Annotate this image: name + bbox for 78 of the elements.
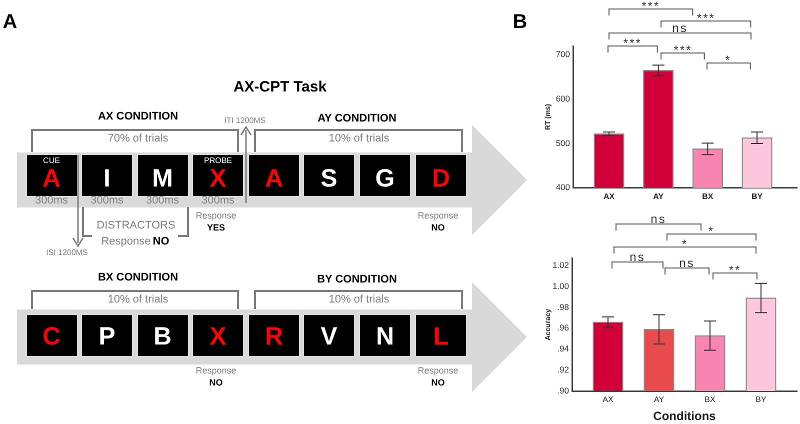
text: D (432, 164, 450, 192)
y-tick-label: 1.02 (552, 260, 570, 270)
y-tick-label: 400 (556, 182, 570, 192)
text: B (512, 10, 528, 32)
y-tick-label: 500 (556, 138, 570, 148)
text: Response (418, 366, 458, 376)
x-tick-label: AY (653, 192, 664, 201)
text: ns (650, 212, 666, 226)
y-tick-label: 600 (556, 94, 570, 104)
text: * (682, 237, 688, 252)
y-tick-label: .90 (557, 385, 570, 396)
text: N (376, 322, 394, 350)
text: BX CONDITION (98, 272, 178, 284)
text: R (264, 322, 284, 350)
annotation: *** (623, 36, 642, 50)
text: AX CONDITION (98, 110, 178, 122)
text: AY CONDITION (318, 112, 396, 124)
text: G (375, 164, 395, 192)
y-tick-label: 700 (556, 49, 570, 60)
x-axis-title: Conditions (653, 409, 716, 424)
text: ns (672, 21, 688, 36)
text: 70% of trials (108, 132, 168, 144)
text: Response (418, 210, 458, 220)
text: 300ms (34, 194, 68, 206)
text: BY CONDITION (317, 274, 397, 286)
text: NO (431, 378, 445, 388)
text: NO (431, 222, 445, 232)
text: NO (209, 378, 223, 388)
y-tick-label: .92 (557, 364, 570, 374)
annotation: ns (679, 256, 695, 270)
text: A (2, 10, 18, 32)
text: X (210, 164, 226, 192)
x-tick-label: BY (756, 395, 767, 404)
text: L (433, 322, 449, 350)
text: Response (196, 210, 236, 220)
x-tick-label: BY (751, 192, 764, 201)
text: I (104, 164, 110, 192)
text: M (152, 164, 173, 192)
y-tick-label: .94 (557, 344, 570, 354)
text: ITI 1200MS (224, 116, 266, 125)
text: ISI 1200MS (46, 248, 88, 257)
text: 300ms (146, 194, 180, 206)
text: PROBE (204, 156, 232, 165)
y-tick-label: .98 (557, 302, 570, 312)
text: 10% of trials (328, 294, 390, 306)
text: * (708, 224, 715, 238)
y-tick-label: .96 (557, 322, 570, 333)
text: 10% of trials (328, 132, 390, 144)
text: X (210, 322, 226, 350)
text: *** (696, 10, 716, 25)
annotation: ** (728, 263, 742, 278)
text: 300ms (90, 194, 124, 206)
y-tick-label: 1.00 (552, 280, 570, 291)
text: AX-CPT Task (233, 78, 327, 96)
x-tick-label: AX (603, 192, 616, 201)
text: V (320, 322, 338, 350)
x-tick-label: AY (654, 395, 665, 404)
text: DISTRACTORS (96, 220, 176, 232)
text: Response (196, 366, 236, 376)
annotation: ns (630, 250, 646, 264)
text: B (153, 322, 172, 350)
annotation: * (725, 53, 732, 68)
text: *** (642, 0, 660, 14)
text: S (320, 164, 338, 192)
text: YES (206, 222, 226, 232)
text: 10% of trials (108, 294, 168, 306)
text: P (98, 322, 116, 350)
x-tick-label: BX (704, 395, 716, 404)
x-tick-label: AX (602, 395, 614, 404)
text: A (42, 164, 61, 192)
text: NO (152, 236, 170, 248)
annotation: *** (674, 43, 692, 58)
text: CUE (43, 156, 60, 165)
x-tick-label: BX (702, 192, 714, 201)
text: Response (101, 236, 151, 248)
text: A (264, 164, 284, 192)
text: 300ms (201, 194, 235, 206)
text: C (42, 322, 61, 350)
